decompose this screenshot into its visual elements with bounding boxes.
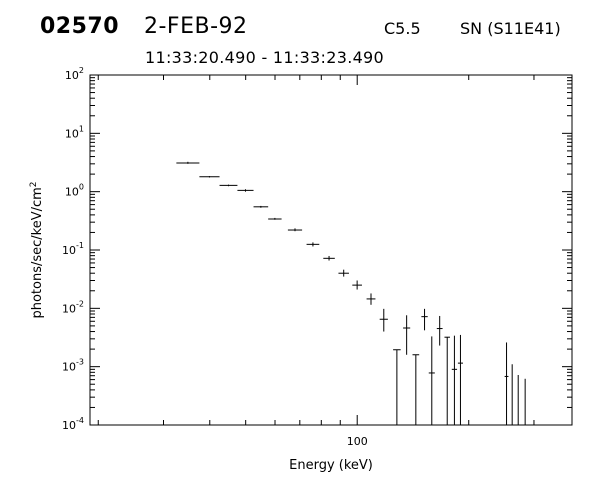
data-point (421, 308, 428, 331)
y-tick-label: 10-4 (62, 416, 84, 432)
data-point (393, 349, 401, 425)
x-axis-ticks: 100 (97, 75, 535, 448)
data-point (428, 336, 435, 425)
y-axis-ticks: 10-4 10-3 10-2 10-1 100 101 102 (62, 66, 572, 432)
data-point (253, 205, 269, 208)
data-point (436, 315, 443, 346)
data-point (287, 228, 303, 232)
data-point (366, 293, 376, 305)
data-point (199, 176, 220, 178)
data-point (457, 334, 463, 425)
y-tick-label: 10-1 (62, 241, 84, 257)
x-tick-label: 100 (347, 435, 368, 448)
data-point (268, 217, 282, 220)
data-point (219, 184, 238, 187)
y-tick-label: 10-3 (62, 358, 84, 374)
y-tick-label: 101 (65, 124, 84, 140)
data-point (379, 308, 388, 332)
data-point (451, 335, 458, 425)
chart-header: 02570 2-FEB-92 C5.5 SN (S11E41) 11:33:20… (0, 0, 600, 70)
time-range: 11:33:20.490 - 11:33:23.490 (145, 48, 385, 67)
event-date: 2-FEB-92 (144, 14, 248, 39)
data-point (323, 255, 335, 261)
event-goes-class: C5.5 (384, 19, 421, 38)
data-point (176, 161, 200, 164)
data-point (237, 189, 254, 192)
y-tick-label: 100 (65, 183, 84, 199)
data-points (176, 161, 526, 425)
data-point (444, 336, 450, 425)
x-axis-label: Energy (keV) (289, 458, 373, 473)
data-point (412, 354, 420, 425)
data-point (338, 269, 349, 277)
plot-frame (89, 74, 573, 426)
y-axis-label: photons/sec/keV/cm2 (29, 181, 45, 318)
data-point (306, 242, 320, 247)
data-point (403, 315, 411, 355)
y-tick-label: 102 (65, 66, 84, 82)
data-point (504, 342, 509, 425)
event-location: SN (S11E41) (460, 19, 561, 38)
event-id: 02570 (40, 14, 120, 39)
y-tick-label: 10-2 (62, 299, 84, 315)
data-point (352, 280, 362, 290)
